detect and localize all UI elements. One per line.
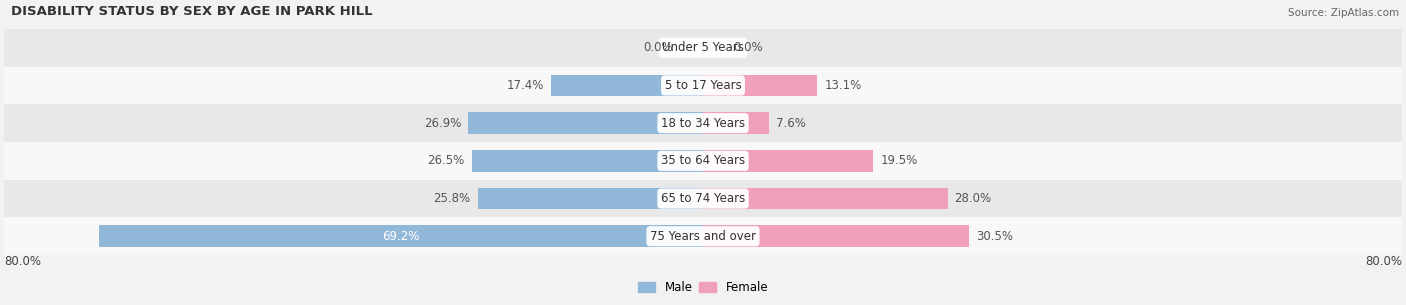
Bar [4,29,1402,66]
Text: 5 to 17 Years: 5 to 17 Years [665,79,741,92]
Text: 19.5%: 19.5% [880,154,918,167]
Text: DISABILITY STATUS BY SEX BY AGE IN PARK HILL: DISABILITY STATUS BY SEX BY AGE IN PARK … [11,5,373,18]
Legend: Male, Female: Male, Female [633,276,773,299]
Bar [98,225,703,247]
Text: 7.6%: 7.6% [776,117,806,130]
Text: 26.5%: 26.5% [427,154,464,167]
Bar [471,150,703,172]
Text: 30.5%: 30.5% [976,230,1014,243]
Bar [4,180,1402,217]
Text: 25.8%: 25.8% [433,192,471,205]
Bar [551,74,703,96]
Bar [468,112,703,134]
Text: 0.0%: 0.0% [734,41,763,54]
Bar [478,188,703,210]
Text: 17.4%: 17.4% [506,79,544,92]
Text: 26.9%: 26.9% [423,117,461,130]
Text: 13.1%: 13.1% [824,79,862,92]
Text: 28.0%: 28.0% [955,192,991,205]
Bar [703,112,769,134]
Text: 35 to 64 Years: 35 to 64 Years [661,154,745,167]
Text: 80.0%: 80.0% [4,255,41,268]
Bar [703,150,873,172]
Text: 18 to 34 Years: 18 to 34 Years [661,117,745,130]
Bar [4,142,1402,180]
Bar [4,104,1402,142]
Text: 80.0%: 80.0% [1365,255,1402,268]
Text: Source: ZipAtlas.com: Source: ZipAtlas.com [1288,8,1399,18]
Bar [703,225,969,247]
Bar [4,66,1402,104]
Text: 69.2%: 69.2% [382,230,419,243]
Bar [4,217,1402,255]
Text: 65 to 74 Years: 65 to 74 Years [661,192,745,205]
Bar [703,188,948,210]
Bar [703,74,817,96]
Text: 0.0%: 0.0% [643,41,672,54]
Text: 75 Years and over: 75 Years and over [650,230,756,243]
Text: Under 5 Years: Under 5 Years [662,41,744,54]
